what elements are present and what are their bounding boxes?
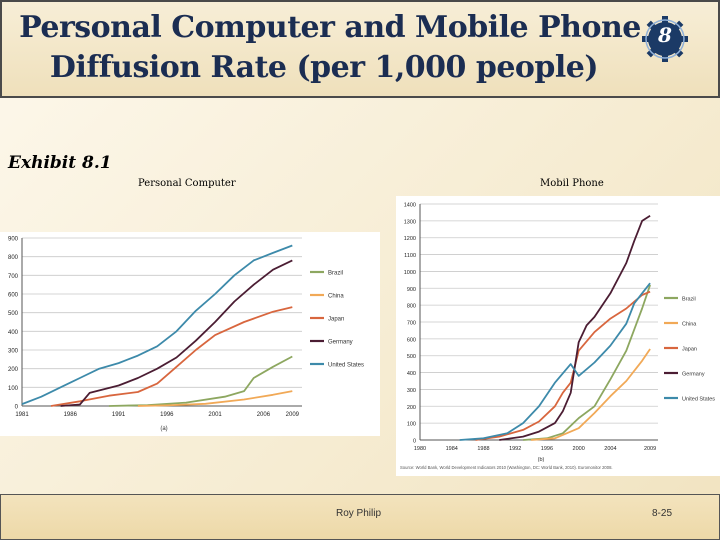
pc-legend-label: Germany bbox=[328, 340, 353, 346]
mobile-x-tick-label: 1984 bbox=[446, 446, 458, 452]
mobile-legend-label: Japan bbox=[682, 347, 697, 353]
pc-x-tick-label: 1996 bbox=[160, 412, 174, 418]
mobile-y-tick-label: 400 bbox=[407, 371, 416, 377]
mobile-y-tick-label: 700 bbox=[407, 321, 416, 327]
pc-series-united-states bbox=[21, 244, 293, 405]
pc-x-tick-label: 1986 bbox=[64, 412, 78, 418]
mobile-y-tick-label: 600 bbox=[407, 337, 416, 343]
pc-plot-area bbox=[22, 238, 302, 406]
pc-x-tick-label: 1991 bbox=[112, 412, 126, 418]
pc-y-tick-label: 800 bbox=[8, 255, 19, 261]
pc-y-tick-label: 600 bbox=[8, 293, 19, 299]
mobile-y-tick-label: 1400 bbox=[404, 203, 416, 209]
chapter-badge: 8 bbox=[640, 14, 690, 64]
mobile-x-tick-label: 1992 bbox=[509, 446, 521, 452]
mobile-y-tick-label: 100 bbox=[407, 422, 416, 428]
mobile-y-tick-label: 300 bbox=[407, 388, 416, 394]
pc-y-tick-label: 400 bbox=[8, 330, 19, 336]
pc-y-tick-label: 700 bbox=[8, 274, 19, 280]
pc-x-tick-label: 2006 bbox=[257, 412, 271, 418]
pc-legend-label: China bbox=[328, 294, 344, 300]
footer-page-number: 8-25 bbox=[652, 508, 673, 519]
mobile-y-tick-label: 0 bbox=[413, 439, 416, 445]
pc-y-tick-label: 200 bbox=[8, 367, 19, 373]
pc-legend-label: Brazil bbox=[328, 271, 343, 277]
mobile-x-tick-label: 2004 bbox=[604, 446, 616, 452]
pc-series-brazil bbox=[108, 355, 293, 407]
mobile-x-tick-label: 1996 bbox=[541, 446, 553, 452]
pc-y-tick-label: 100 bbox=[8, 386, 19, 392]
title-bar bbox=[0, 0, 720, 98]
chapter-number: 8 bbox=[658, 23, 672, 47]
mobile-y-tick-label: 900 bbox=[407, 287, 416, 293]
mobile-series-united-states bbox=[459, 282, 651, 441]
mobile-y-tick-label: 200 bbox=[407, 405, 416, 411]
mobile-y-tick-label: 1200 bbox=[404, 236, 416, 242]
pc-chart-label: Personal Computer bbox=[138, 178, 236, 189]
slide-title-line2: Diffusion Rate (per 1,000 people) bbox=[49, 50, 599, 85]
pc-series-japan bbox=[50, 306, 293, 407]
mobile-y-tick-label: 1300 bbox=[404, 219, 416, 225]
pc-x-tick-label: 2001 bbox=[208, 412, 222, 418]
mobile-chart-label: Mobil Phone bbox=[540, 178, 604, 189]
mobile-series-china bbox=[531, 348, 651, 441]
pc-caption: (a) bbox=[160, 426, 167, 432]
mobile-x-tick-label: 1980 bbox=[414, 446, 426, 452]
pc-series-china bbox=[137, 390, 293, 407]
mobile-y-tick-label: 500 bbox=[407, 354, 416, 360]
mobile-legend-label: United States bbox=[682, 397, 715, 403]
footer-bar bbox=[0, 494, 720, 540]
footer-author: Roy Philip bbox=[336, 508, 382, 519]
mobile-y-tick-label: 1100 bbox=[404, 253, 416, 259]
pc-x-tick-label: 2009 bbox=[286, 412, 300, 418]
mobile-legend-label: China bbox=[682, 322, 697, 328]
mobile-x-tick-label: 2000 bbox=[573, 446, 585, 452]
exhibit-label: Exhibit 8.1 bbox=[8, 153, 112, 173]
pc-y-tick-label: 900 bbox=[8, 237, 19, 243]
mobile-chart: 0 100 200 300 400 500 600 700 800 900 1000 1100 1200… bbox=[400, 203, 715, 471]
pc-legend-label: Japan bbox=[328, 317, 344, 323]
mobile-series-germany bbox=[499, 215, 651, 441]
gear-badge-icon bbox=[642, 16, 688, 62]
mobile-legend-label: Germany bbox=[682, 372, 705, 378]
mobile-source-note: Source: World Bank, World Development In… bbox=[400, 465, 613, 470]
pc-chart: 0 100 200 300 400 500 600 700 800 900 1981 1986 1991… bbox=[8, 237, 364, 433]
mobile-legend-label: Brazil bbox=[682, 297, 696, 303]
pc-series-germany bbox=[60, 259, 293, 407]
mobile-y-tick-label: 1000 bbox=[404, 270, 416, 276]
mobile-chart-panel: 0 100 200 300 400 500 600 700 800 900 1000 1100 1200… bbox=[396, 196, 720, 476]
pc-y-tick-label: 0 bbox=[15, 405, 19, 411]
pc-y-tick-label: 500 bbox=[8, 311, 19, 317]
mobile-series-japan bbox=[475, 290, 651, 441]
mobile-y-tick-label: 800 bbox=[407, 304, 416, 310]
pc-chart-panel: 0 100 200 300 400 500 600 700 800 900 1981 1986 1991… bbox=[0, 232, 380, 436]
pc-x-tick-label: 1981 bbox=[15, 412, 29, 418]
mobile-caption: (b) bbox=[538, 457, 545, 463]
pc-legend-label: United States bbox=[328, 363, 364, 369]
mobile-x-tick-label: 1988 bbox=[477, 446, 489, 452]
mobile-series-brazil bbox=[523, 284, 651, 441]
mobile-x-tick-label: 2009 bbox=[644, 446, 656, 452]
slide-title-line1: Personal Computer and Mobile Phone bbox=[19, 10, 641, 45]
pc-y-tick-label: 300 bbox=[8, 349, 19, 355]
